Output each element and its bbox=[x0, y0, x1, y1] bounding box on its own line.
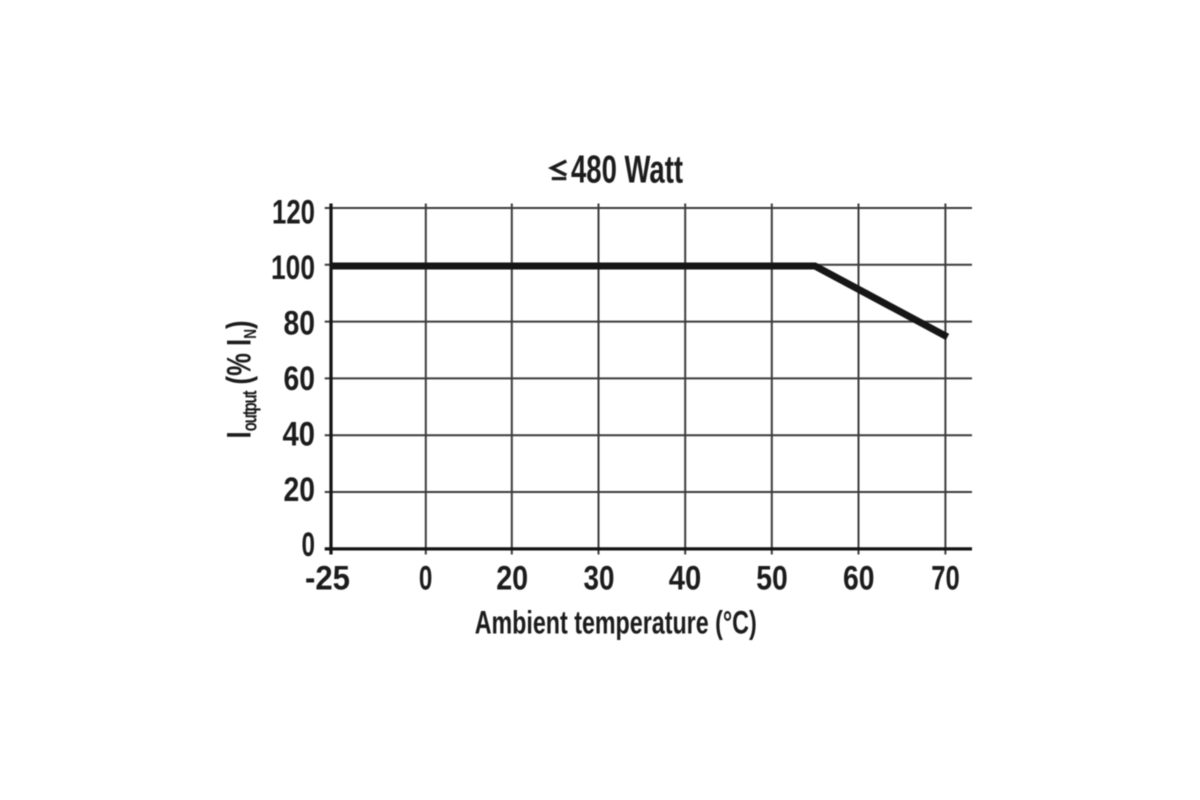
svg-text:60: 60 bbox=[843, 559, 875, 597]
svg-text:50: 50 bbox=[756, 559, 788, 597]
svg-text:60: 60 bbox=[284, 360, 316, 398]
svg-text:40: 40 bbox=[669, 559, 702, 597]
svg-text:0: 0 bbox=[419, 559, 433, 597]
svg-text:480 Watt: 480 Watt bbox=[571, 149, 683, 192]
svg-text:Ambient temperature (°C): Ambient temperature (°C) bbox=[475, 605, 757, 641]
svg-text:Ioutput (% IN): Ioutput (% IN) bbox=[221, 320, 261, 438]
svg-text:0: 0 bbox=[302, 526, 316, 564]
svg-text:70: 70 bbox=[931, 559, 960, 597]
svg-text:-25: -25 bbox=[305, 559, 350, 597]
svg-text:40: 40 bbox=[283, 415, 316, 453]
svg-text:30: 30 bbox=[584, 559, 615, 597]
svg-text:120: 120 bbox=[272, 194, 315, 232]
svg-text:80: 80 bbox=[284, 305, 316, 343]
svg-text:20: 20 bbox=[496, 559, 528, 597]
svg-text:100: 100 bbox=[271, 249, 315, 287]
svg-text:20: 20 bbox=[284, 471, 316, 509]
